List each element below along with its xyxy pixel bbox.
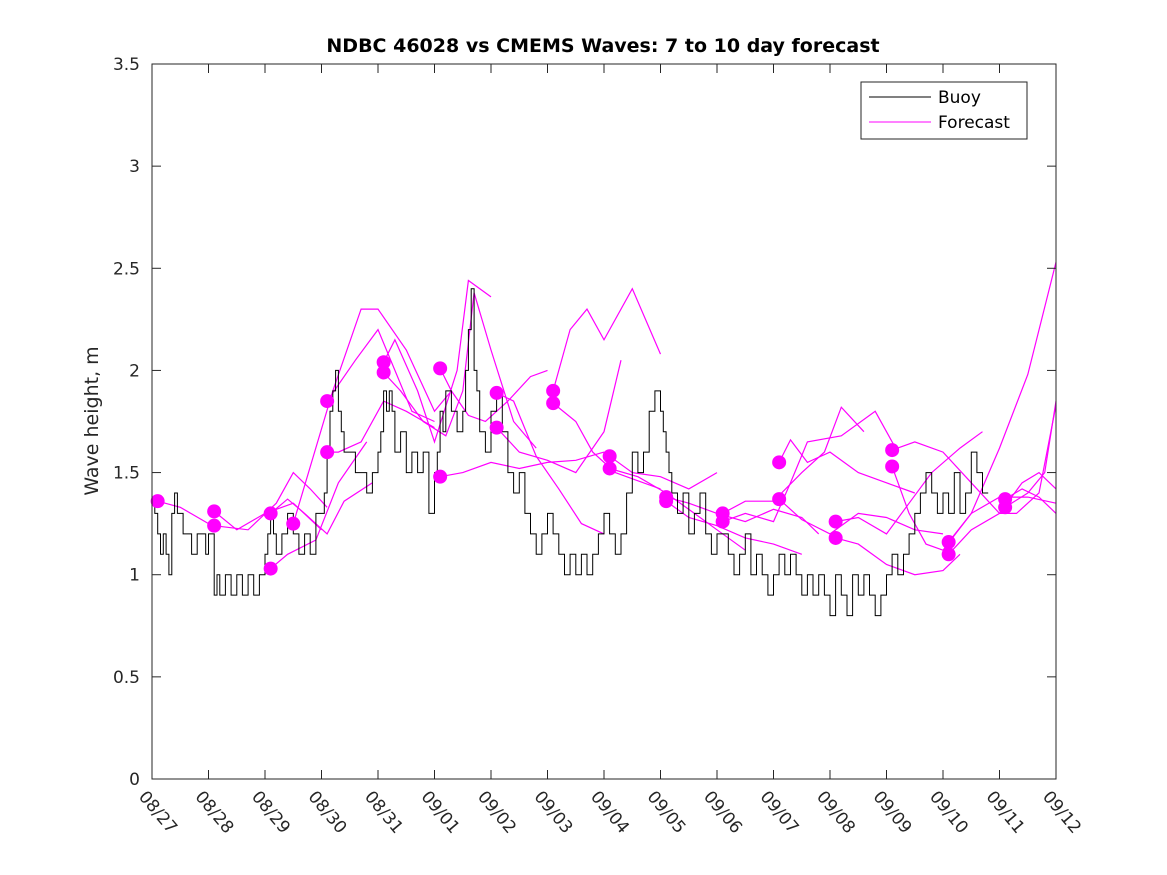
forecast-line <box>835 537 961 576</box>
y-tick-label: 2 <box>129 361 140 381</box>
forecast-line <box>496 392 605 535</box>
forecast-start-dot <box>885 459 900 474</box>
legend-box <box>860 81 1028 140</box>
plot-area: 00.511.522.533.5 08/27 08/28 08/29 08/30 08/… <box>113 55 1085 838</box>
forecast-start-dot <box>546 396 561 411</box>
forecast-start-dot <box>207 504 222 519</box>
forecast-line <box>1004 401 1057 508</box>
forecast-start-dot <box>772 455 787 470</box>
forecast-line <box>778 438 916 494</box>
forecast-start-dot <box>376 365 391 380</box>
forecast-start-dot <box>772 492 787 507</box>
forecast-line <box>157 500 209 525</box>
y-tick-label: 0 <box>129 770 140 790</box>
forecast-line <box>835 431 983 535</box>
axes-background <box>152 64 1056 779</box>
y-tick-label: 1 <box>129 566 140 586</box>
forecast-start-dot <box>320 445 335 460</box>
forecast-line <box>552 402 661 490</box>
legend-forecast-label: Forecast <box>938 113 1010 133</box>
forecast-line <box>609 467 746 551</box>
forecast-start-dot <box>602 449 617 464</box>
forecast-start-dot <box>263 561 278 576</box>
forecast-start-dot <box>320 394 335 409</box>
forecast-line <box>383 279 492 444</box>
forecast-line <box>552 287 662 392</box>
forecast-start-dot <box>715 514 730 529</box>
forecast-start-dot <box>433 469 448 484</box>
y-tick-label: 3.5 <box>113 55 140 75</box>
forecast-line <box>891 405 1057 515</box>
forecast-start-dot <box>433 361 448 376</box>
y-tick-label: 3 <box>129 157 140 177</box>
y-tick-label: 1.5 <box>113 464 140 484</box>
forecast-start-dot <box>263 506 278 521</box>
forecast-start-dot <box>828 514 843 529</box>
buoy-line <box>152 288 989 617</box>
y-axis: 0 0.5 1 1.5 2 2.5 3 3.5 <box>113 55 1056 790</box>
legend: Buoy Forecast <box>860 81 1028 140</box>
buoy-series <box>152 288 989 617</box>
forecast-line <box>326 328 435 423</box>
forecast-start-dot <box>602 461 617 476</box>
forecast-start-dot <box>489 385 504 400</box>
forecast-start-dot <box>998 500 1013 515</box>
y-axis-label: Wave height, m <box>81 346 103 495</box>
y-tick-label: 2.5 <box>113 259 140 279</box>
forecast-line <box>1004 488 1057 514</box>
forecast-line <box>665 500 803 555</box>
forecast-start-dot <box>659 490 674 505</box>
forecast-start-dot <box>207 518 222 533</box>
y-tick-label: 0.5 <box>113 668 140 688</box>
forecast-line <box>214 471 328 531</box>
forecast-line <box>439 451 605 478</box>
chart-title: NDBC 46028 vs CMEMS Waves: 7 to 10 day f… <box>326 35 879 57</box>
forecast-start-dot <box>546 383 561 398</box>
forecast-line <box>722 410 899 523</box>
legend-buoy-label: Buoy <box>938 88 981 108</box>
forecast-line <box>327 400 435 453</box>
forecast-start-dot <box>286 516 301 531</box>
forecast-start-dot <box>885 443 900 458</box>
forecast-start-dot <box>489 420 504 435</box>
forecast-line <box>496 360 622 474</box>
forecast-line <box>722 406 865 514</box>
forecast-start-dot <box>150 494 165 509</box>
forecast-start-points <box>150 355 1013 576</box>
forecast-start-dot <box>941 547 956 562</box>
forecast-start-dot <box>376 355 391 370</box>
forecast-line <box>609 455 718 490</box>
forecast-start-dot <box>941 535 956 550</box>
forecast-start-dot <box>828 530 843 545</box>
